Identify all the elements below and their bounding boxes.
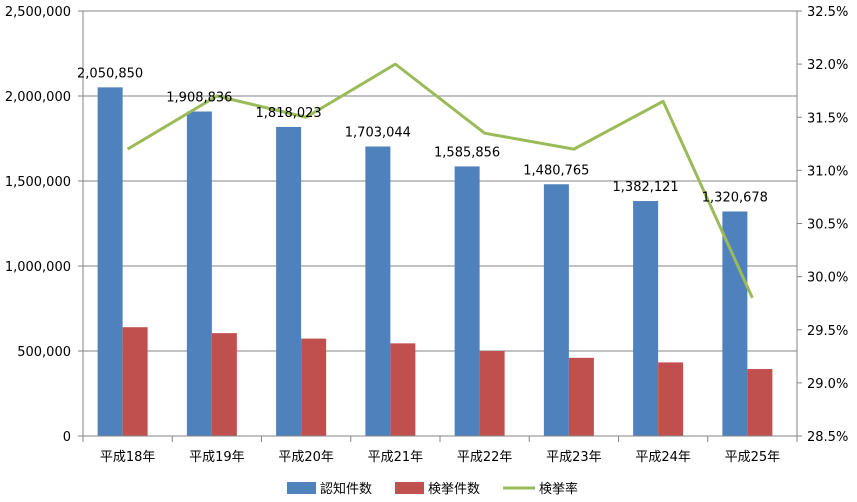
data-label: 1,585,856 xyxy=(434,145,500,160)
rate-polyline xyxy=(126,62,754,299)
data-labels: 2,050,850 1,908,836 1,818,023 1,703,044 1,58… xyxy=(77,66,768,205)
right-tick-label: 29.0% xyxy=(807,377,848,392)
data-label: 1,703,044 xyxy=(345,125,411,140)
x-tick-label: 平成20年 xyxy=(278,450,334,465)
x-axis: 平成18年 平成19年 平成20年 平成21年 平成22年 平成23年 平成24年 平成25年 xyxy=(82,435,798,465)
left-tick-label: 1,000,000 xyxy=(5,260,71,275)
data-label: 1,480,765 xyxy=(523,163,589,178)
recognized-bar xyxy=(543,184,569,436)
cleared-bar xyxy=(479,351,505,436)
cleared-bar xyxy=(301,338,327,436)
legend-swatch xyxy=(287,482,316,494)
x-tick-label: 平成21年 xyxy=(368,450,424,465)
x-tick-label: 平成24年 xyxy=(635,450,691,465)
cleared-bar xyxy=(390,343,416,436)
legend-swatch xyxy=(395,482,424,494)
left-axis: 0 500,000 1,000,000 1,500,000 2,000,000 2,500… xyxy=(5,5,84,445)
right-tick-label: 31.5% xyxy=(807,111,848,126)
cleared-bar xyxy=(568,357,594,436)
right-tick-label: 30.5% xyxy=(807,218,848,233)
right-tick-label: 29.5% xyxy=(807,324,848,339)
recognized-bar xyxy=(97,87,123,436)
recognized-bar xyxy=(276,126,302,436)
legend-label: 検挙件数 xyxy=(428,482,480,497)
cleared-bar xyxy=(658,362,684,436)
x-tick-label: 平成22年 xyxy=(457,450,513,465)
right-axis: 28.5% 29.0% 29.5% 30.0% 30.5% 31.0% 31.5% 32.0%… xyxy=(796,5,848,445)
legend-label: 認知件数 xyxy=(320,481,372,497)
recognized-bar xyxy=(186,111,212,437)
data-label: 2,050,850 xyxy=(77,66,143,81)
bars xyxy=(97,87,773,437)
data-label: 1,908,836 xyxy=(166,90,232,105)
right-tick-label: 28.5% xyxy=(807,430,848,445)
right-tick-label: 32.5% xyxy=(807,5,848,20)
rate-line xyxy=(126,62,754,299)
right-tick-label: 32.0% xyxy=(807,58,848,73)
data-label: 1,818,023 xyxy=(256,106,322,121)
left-tick-label: 500,000 xyxy=(17,345,71,360)
recognized-bar xyxy=(365,146,391,436)
left-tick-label: 0 xyxy=(63,430,71,445)
recognized-bar xyxy=(633,201,659,436)
recognized-bar xyxy=(454,166,480,436)
data-label: 1,320,678 xyxy=(702,190,768,205)
left-tick-label: 2,000,000 xyxy=(5,90,71,105)
x-tick-label: 平成25年 xyxy=(725,450,781,465)
left-tick-label: 2,500,000 xyxy=(5,5,71,20)
legend-label: 検挙率 xyxy=(539,481,578,497)
cleared-bar xyxy=(211,333,237,436)
legend: 認知件数 検挙件数 検挙率 xyxy=(287,481,578,497)
x-tick-label: 平成18年 xyxy=(100,450,156,465)
right-tick-label: 30.0% xyxy=(807,271,848,286)
cleared-bar xyxy=(122,327,148,436)
x-tick-label: 平成19年 xyxy=(189,450,245,465)
right-tick-label: 31.0% xyxy=(807,164,848,179)
x-tick-label: 平成23年 xyxy=(546,450,602,465)
cleared-bar xyxy=(747,369,773,436)
data-label: 1,382,121 xyxy=(613,180,679,195)
recognized-bar xyxy=(722,211,748,436)
left-tick-label: 1,500,000 xyxy=(5,175,71,190)
